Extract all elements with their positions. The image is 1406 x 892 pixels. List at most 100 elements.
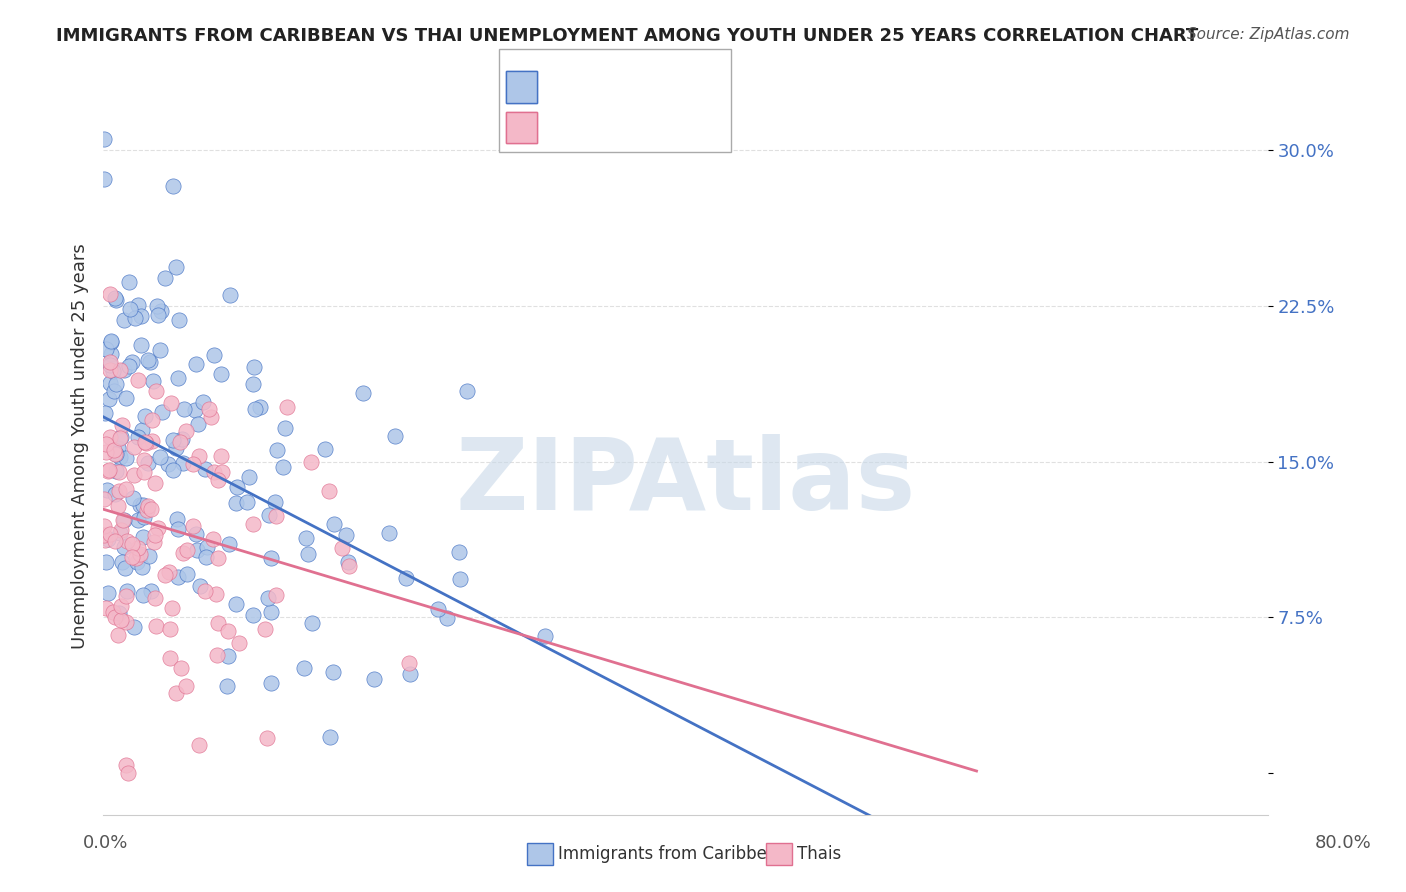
Point xyxy=(181,518,204,533)
Point xyxy=(352,385,374,400)
Point xyxy=(257,508,280,522)
Text: 80.0%: 80.0% xyxy=(1315,834,1371,852)
Point xyxy=(149,304,172,318)
Point xyxy=(134,452,156,467)
Point xyxy=(132,498,155,512)
Point xyxy=(165,260,187,274)
Point xyxy=(136,503,159,517)
Point xyxy=(121,537,143,551)
Point xyxy=(172,456,194,470)
Point xyxy=(115,589,138,603)
Point xyxy=(112,513,135,527)
Point xyxy=(336,555,359,569)
Text: Immigrants from Caribbean: Immigrants from Caribbean xyxy=(558,845,787,863)
Point xyxy=(97,462,120,476)
Point xyxy=(294,531,316,545)
Point xyxy=(117,766,139,780)
Point xyxy=(100,334,122,349)
Point xyxy=(96,437,118,451)
Point xyxy=(260,675,283,690)
Point xyxy=(98,358,121,372)
Point xyxy=(162,463,184,477)
Point xyxy=(398,656,420,670)
Text: R =: R = xyxy=(546,114,582,132)
Point xyxy=(186,526,208,541)
Point xyxy=(129,338,152,352)
Point xyxy=(238,470,260,484)
Point xyxy=(141,434,163,449)
Text: 0.0%: 0.0% xyxy=(83,834,128,852)
Point xyxy=(138,355,160,369)
Point xyxy=(260,606,283,620)
Point xyxy=(176,566,198,581)
Point xyxy=(114,451,136,466)
Text: -0.296: -0.296 xyxy=(579,114,638,132)
Point xyxy=(114,391,136,405)
Point xyxy=(127,541,149,556)
Point xyxy=(322,665,344,679)
Point xyxy=(183,402,205,417)
Point xyxy=(143,528,166,542)
Point xyxy=(100,335,122,350)
Point xyxy=(118,301,141,316)
Point xyxy=(301,616,323,631)
Point xyxy=(191,395,214,409)
Point xyxy=(143,534,166,549)
Point xyxy=(112,312,135,326)
Point xyxy=(176,543,198,558)
Point xyxy=(195,549,218,564)
Point xyxy=(143,591,166,606)
Point xyxy=(93,518,115,533)
Point xyxy=(103,605,125,619)
Point xyxy=(292,661,315,675)
Point xyxy=(219,288,242,302)
Point xyxy=(103,384,125,399)
Point xyxy=(105,293,128,308)
Point xyxy=(112,363,135,377)
Point xyxy=(103,443,125,458)
Point xyxy=(160,396,183,410)
Y-axis label: Unemployment Among Youth under 25 years: Unemployment Among Youth under 25 years xyxy=(72,244,89,648)
Point xyxy=(131,560,153,574)
Point xyxy=(378,526,401,541)
Point xyxy=(135,436,157,450)
Point xyxy=(173,402,195,417)
Point xyxy=(242,607,264,622)
Point xyxy=(98,376,121,390)
Point xyxy=(146,299,169,313)
Point xyxy=(169,661,191,675)
Point xyxy=(264,495,287,509)
Point xyxy=(157,457,180,471)
Point xyxy=(426,601,449,615)
Point xyxy=(242,517,264,532)
Point xyxy=(101,364,124,378)
Point xyxy=(159,623,181,637)
Point xyxy=(447,545,470,559)
Point xyxy=(104,486,127,500)
Point xyxy=(194,462,217,476)
Point xyxy=(98,355,121,369)
Point xyxy=(115,483,138,497)
Point xyxy=(449,572,471,586)
Point xyxy=(172,432,194,446)
Point xyxy=(162,179,184,194)
Point xyxy=(118,276,141,290)
Point xyxy=(100,346,122,360)
Point xyxy=(107,441,129,455)
Point xyxy=(194,584,217,599)
Text: 102: 102 xyxy=(672,114,707,132)
Point xyxy=(115,758,138,772)
Text: N =: N = xyxy=(640,74,676,92)
Point xyxy=(131,423,153,437)
Point xyxy=(110,431,132,445)
Point xyxy=(132,588,155,602)
Point xyxy=(117,584,139,599)
Point xyxy=(243,401,266,416)
Point xyxy=(104,464,127,478)
Point xyxy=(174,680,197,694)
Point xyxy=(167,313,190,327)
Point xyxy=(115,533,138,548)
Point xyxy=(167,371,190,385)
Point xyxy=(110,599,132,613)
Point xyxy=(139,501,162,516)
